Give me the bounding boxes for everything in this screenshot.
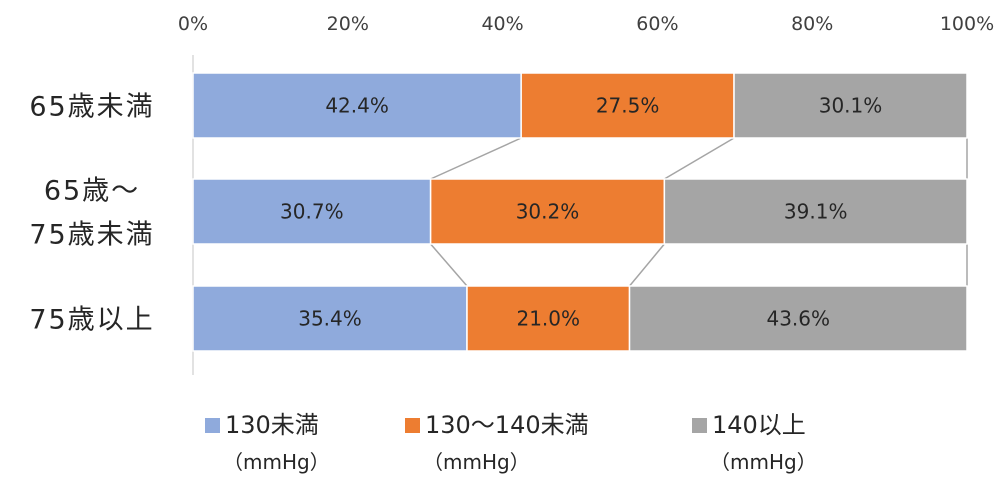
legend-swatch-series-1 [205, 417, 220, 433]
bar-segment [628, 285, 968, 352]
legend-item-series-2: 130～140未満 （mmHg） [405, 408, 589, 476]
bar-segment [733, 72, 968, 139]
x-tick-label: 0% [178, 13, 208, 35]
x-tick-label: 40% [481, 13, 523, 35]
bar-segment [663, 178, 968, 245]
bar-data-label: 21.0% [516, 307, 580, 331]
x-tick-label: 100% [940, 13, 994, 35]
bar-segment [192, 72, 522, 139]
x-tick-label: 20% [327, 13, 369, 35]
series-connector-line [663, 137, 735, 180]
bar-segment [192, 285, 468, 352]
legend-unit-series-3: （mmHg） [710, 450, 817, 474]
bar-data-label: 30.1% [819, 94, 883, 118]
legend-unit-series-1: （mmHg） [223, 450, 330, 474]
category-label: 75歳未満 [29, 220, 154, 251]
bar-data-label: 30.7% [280, 200, 344, 224]
legend-label-series-3: 140以上 [712, 411, 806, 439]
legend: 130未満 （mmHg） 130～140未満 （mmHg） 140以上 （mmH… [0, 408, 1000, 488]
bar-data-label: 42.4% [325, 94, 389, 118]
legend-unit-series-2: （mmHg） [423, 450, 530, 474]
series-connector-line [430, 137, 522, 180]
legend-label-series-1: 130未満 [225, 411, 319, 439]
legend-swatch-series-3 [692, 417, 707, 433]
series-connector-line [628, 243, 665, 287]
bar-data-label: 30.2% [516, 200, 580, 224]
category-label: 65歳未満 [29, 92, 154, 123]
category-label: 65歳～ [44, 176, 140, 207]
x-tick-label: 60% [636, 13, 678, 35]
bar-segment [466, 285, 631, 352]
legend-item-series-1: 130未満 （mmHg） [205, 408, 330, 476]
bar-data-label: 39.1% [784, 200, 848, 224]
bar-segment [520, 72, 735, 139]
bar-segment [429, 178, 666, 245]
x-tick-label: 80% [791, 13, 833, 35]
category-label: 75歳以上 [29, 305, 154, 336]
legend-swatch-series-2 [405, 417, 420, 433]
bar-data-label: 35.4% [298, 307, 362, 331]
legend-item-series-3: 140以上 （mmHg） [692, 408, 817, 476]
bar-data-label: 27.5% [596, 94, 660, 118]
bar-segment [192, 178, 432, 245]
legend-label-series-2: 130～140未満 [425, 411, 589, 439]
bar-data-label: 43.6% [766, 307, 830, 331]
series-connector-line [430, 243, 468, 287]
